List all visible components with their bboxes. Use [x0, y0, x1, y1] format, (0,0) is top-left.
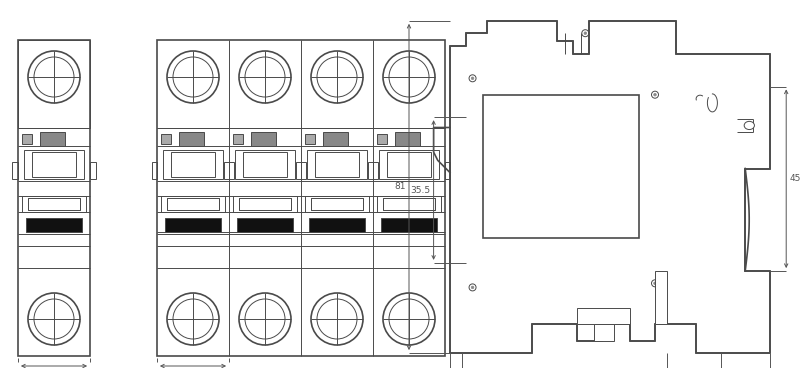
- Bar: [224, 162, 229, 179]
- Bar: [305, 196, 369, 212]
- Text: 45: 45: [789, 174, 800, 183]
- Bar: [394, 132, 420, 146]
- Polygon shape: [450, 21, 770, 353]
- Bar: [28, 198, 80, 210]
- Text: 81: 81: [394, 183, 406, 191]
- Bar: [381, 218, 437, 232]
- Bar: [165, 218, 221, 232]
- Bar: [22, 196, 86, 212]
- Bar: [322, 132, 348, 146]
- Bar: [22, 134, 32, 144]
- Bar: [18, 40, 90, 128]
- Bar: [39, 132, 65, 146]
- Circle shape: [654, 93, 656, 96]
- Bar: [383, 198, 435, 210]
- Ellipse shape: [744, 121, 754, 130]
- Bar: [157, 40, 445, 356]
- Circle shape: [471, 77, 474, 79]
- Bar: [161, 196, 225, 212]
- Bar: [163, 150, 223, 179]
- Bar: [229, 162, 234, 179]
- Bar: [368, 162, 373, 179]
- Bar: [307, 150, 367, 179]
- Bar: [373, 162, 378, 179]
- Bar: [577, 308, 630, 324]
- Bar: [161, 134, 171, 144]
- Bar: [387, 152, 431, 177]
- Bar: [171, 152, 215, 177]
- Bar: [483, 95, 638, 238]
- Bar: [309, 218, 365, 232]
- Bar: [235, 150, 295, 179]
- Bar: [233, 134, 243, 144]
- Bar: [18, 40, 90, 356]
- Bar: [315, 152, 359, 177]
- Bar: [32, 152, 76, 177]
- Bar: [152, 162, 157, 179]
- Circle shape: [471, 286, 474, 289]
- Bar: [237, 218, 293, 232]
- Bar: [379, 150, 439, 179]
- Bar: [90, 162, 96, 179]
- Circle shape: [584, 32, 586, 35]
- Bar: [178, 132, 204, 146]
- Bar: [12, 162, 18, 179]
- Bar: [377, 134, 387, 144]
- Bar: [594, 324, 614, 341]
- Bar: [311, 198, 363, 210]
- Bar: [250, 132, 276, 146]
- Bar: [305, 134, 315, 144]
- Bar: [445, 162, 450, 179]
- Bar: [301, 162, 306, 179]
- Circle shape: [654, 282, 656, 284]
- Bar: [167, 198, 219, 210]
- Bar: [243, 152, 287, 177]
- Bar: [233, 196, 297, 212]
- Bar: [24, 150, 84, 179]
- Bar: [239, 198, 291, 210]
- Text: 35.5: 35.5: [410, 185, 430, 195]
- Bar: [377, 196, 441, 212]
- Bar: [26, 218, 82, 232]
- Bar: [296, 162, 301, 179]
- Bar: [655, 271, 667, 324]
